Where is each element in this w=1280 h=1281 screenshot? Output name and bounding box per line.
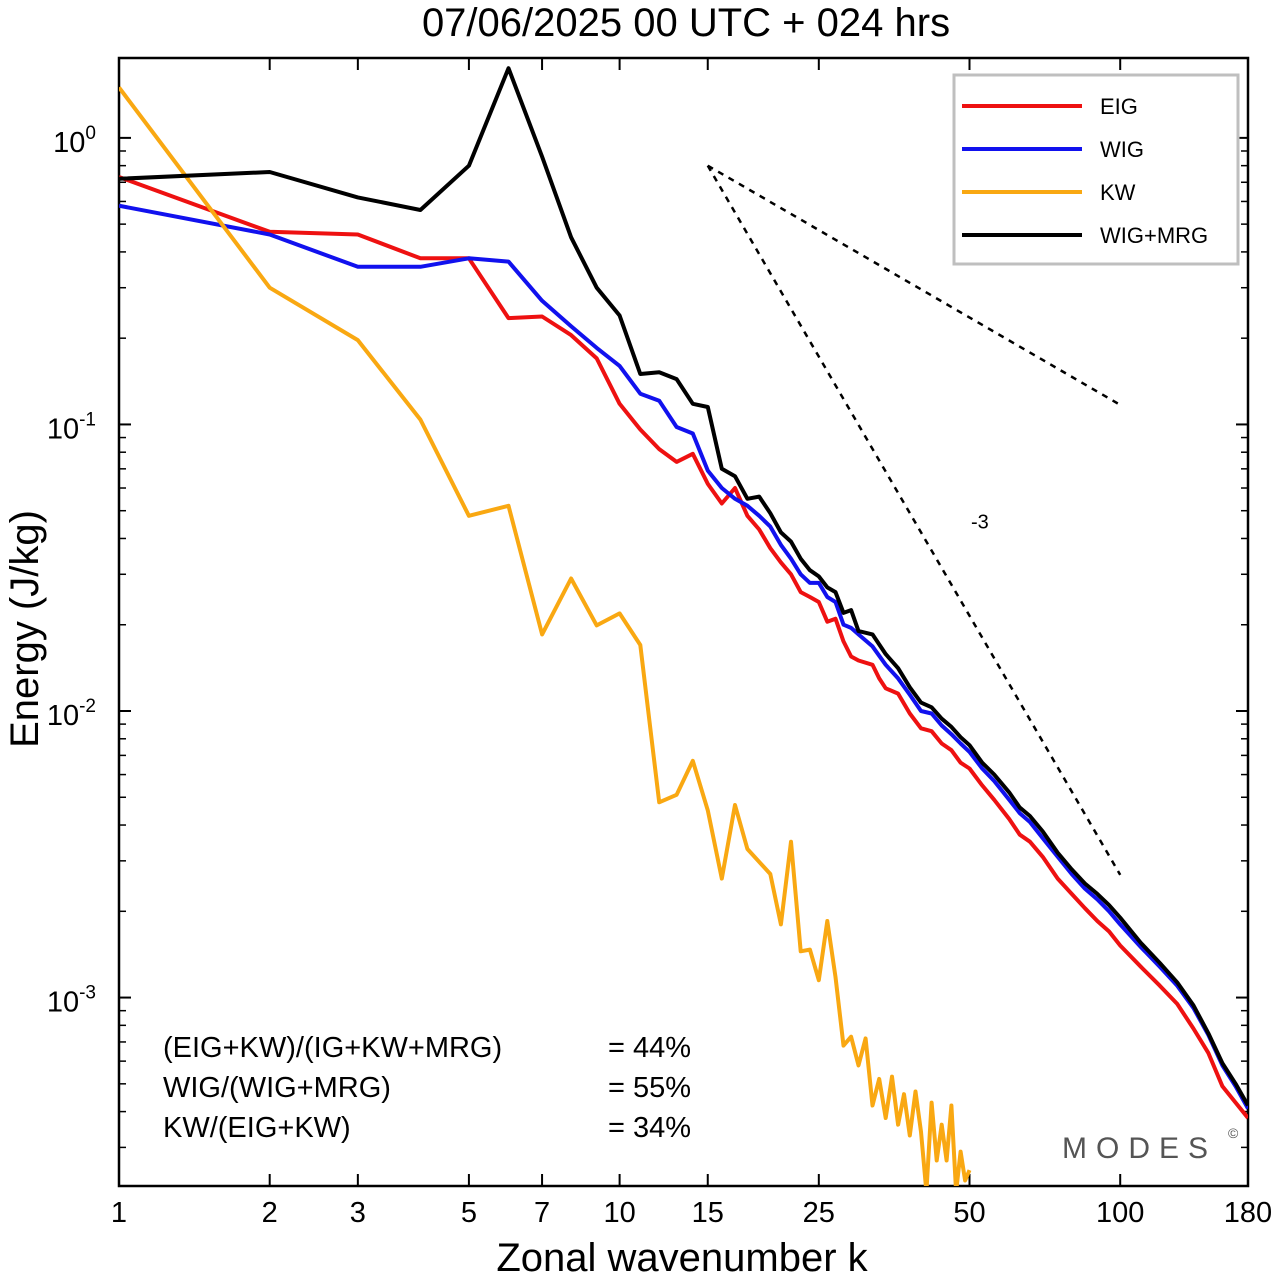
plot-frame — [117, 56, 1250, 1188]
reference-slope-line — [707, 164, 1121, 406]
x-tick-label: 3 — [350, 1197, 366, 1229]
legend-items: EIG WIG KW WIG+MRG — [962, 94, 1208, 248]
stat-value: = 44% — [608, 1032, 691, 1064]
legend: EIG WIG KW WIG+MRG — [952, 73, 1240, 266]
stat-label: WIG/(WIG+MRG) — [163, 1072, 391, 1104]
stat-value: = 55% — [608, 1072, 691, 1104]
y-tick-label: 10-1 — [47, 409, 96, 445]
stat-label: (EIG+KW)/(IG+KW+MRG) — [163, 1032, 502, 1064]
x-axis-tick-labels: 1 2 3 5 7 10 15 25 50 100 180 — [111, 1197, 1272, 1229]
series-line-wig-mrg — [119, 66, 1248, 1107]
reference-slopes: -5/3-3 — [706, 164, 1122, 876]
x-tick-label: 100 — [1096, 1197, 1144, 1229]
series-line-wig — [119, 203, 1248, 1110]
series-line-eig — [119, 175, 1248, 1120]
reference-slope-label: -3 — [971, 511, 989, 533]
copyright-symbol: © — [1228, 1125, 1239, 1141]
x-tick-label: 7 — [534, 1197, 550, 1229]
x-tick-label: 180 — [1224, 1197, 1272, 1229]
x-axis-label: Zonal wavenumber k — [496, 1236, 868, 1280]
modes-watermark: MODES — [1062, 1132, 1217, 1165]
y-tick-label: 10-3 — [47, 983, 96, 1019]
x-tick-label: 10 — [603, 1197, 635, 1229]
stats-annotations: (EIG+KW)/(IG+KW+MRG) = 44% WIG/(WIG+MRG) = … — [163, 1032, 691, 1144]
y-axis-tick-labels: 10-3 10-2 10-1 100 — [47, 123, 96, 1019]
y-axis-label: Energy (J/kg) — [3, 510, 47, 748]
x-tick-label: 5 — [461, 1197, 477, 1229]
x-tick-label: 50 — [953, 1197, 985, 1229]
y-tick-label: 10-2 — [47, 696, 96, 732]
legend-label: KW — [1100, 180, 1136, 205]
x-tick-label: 25 — [803, 1197, 835, 1229]
x-tick-label: 1 — [111, 1197, 127, 1229]
chart-title: 07/06/2025 00 UTC + 024 hrs — [422, 1, 950, 45]
legend-label: EIG — [1100, 94, 1138, 119]
axis-ticks — [118, 58, 1249, 1186]
stat-label: KW/(EIG+KW) — [163, 1112, 351, 1144]
legend-label: WIG+MRG — [1100, 223, 1208, 248]
stat-value: = 34% — [608, 1112, 691, 1144]
data-series — [119, 66, 1248, 1186]
x-tick-label: 2 — [262, 1197, 278, 1229]
reference-slope-line — [706, 165, 1122, 876]
y-tick-label: 100 — [53, 123, 96, 159]
x-tick-label: 15 — [692, 1197, 724, 1229]
legend-label: WIG — [1100, 137, 1144, 162]
series-line-kw — [119, 86, 972, 1186]
